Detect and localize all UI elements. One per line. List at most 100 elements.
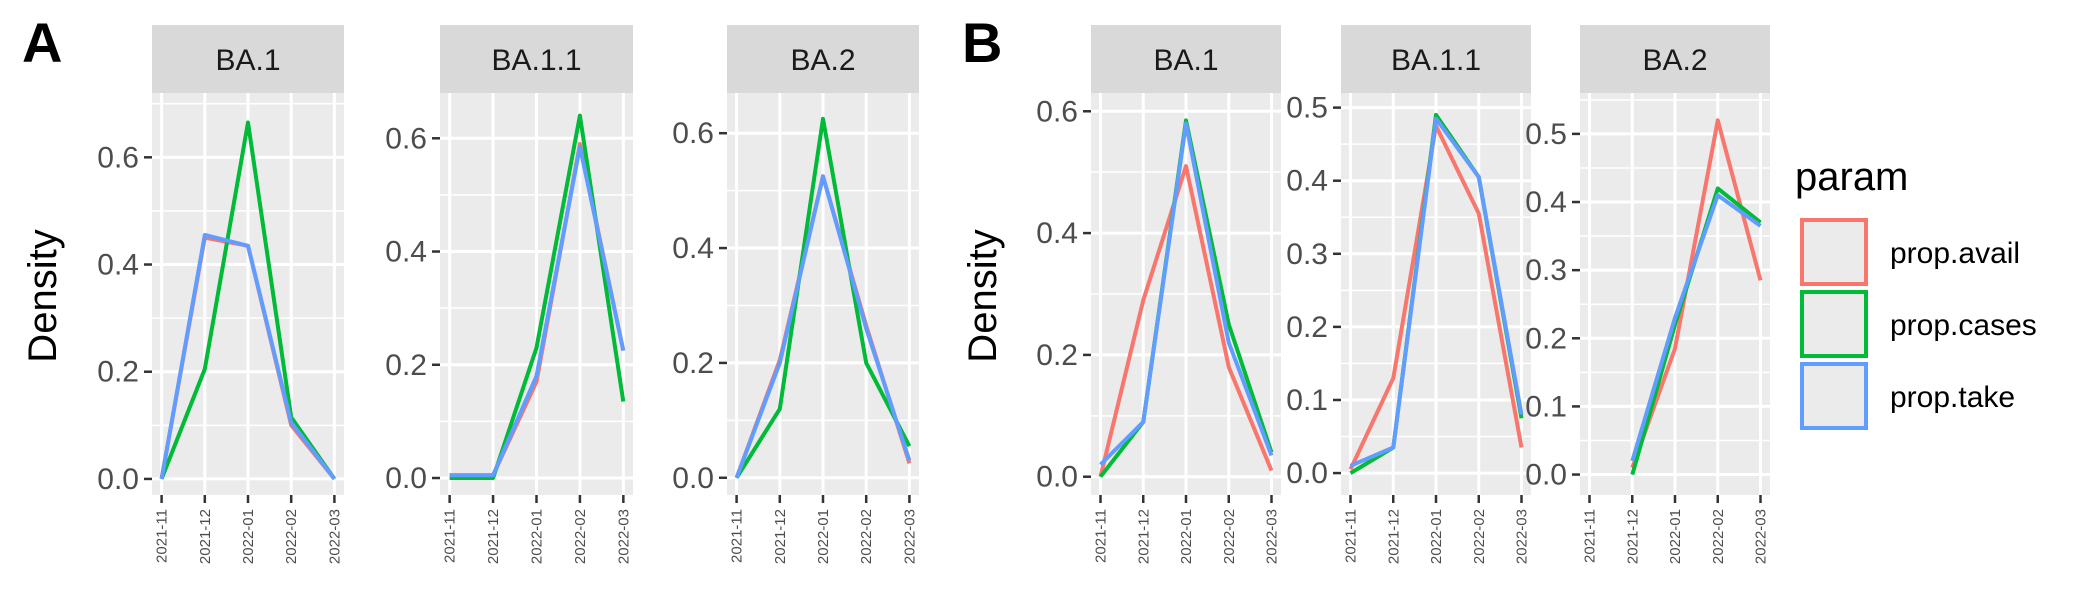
y-tick-label: 0.3: [1286, 238, 1328, 271]
y-tick-label: 0.0: [1286, 457, 1328, 490]
panel-tag-a: A: [22, 11, 62, 74]
x-tick-label: 2022-01: [1428, 509, 1445, 564]
legend-key-bg: [1800, 218, 1868, 286]
x-tick-label: 2022-02: [1710, 509, 1727, 564]
series-line-prop-avail: [1098, 164, 1274, 478]
facet-panel-a-BA-1-1: BA.1.1 0.0 0.2 0.4 0.6 2021-11 2021-12 2022-01 2…: [385, 25, 633, 564]
y-tick-label: 0.0: [672, 462, 714, 495]
legend-item-prop-avail: prop.avail: [1800, 218, 2020, 286]
y-tick-label: 0.4: [1036, 217, 1078, 250]
x-tick-label: 2022-03: [1753, 509, 1770, 564]
facet-strip-label: BA.1: [1153, 44, 1218, 77]
legend-title: param: [1795, 155, 1908, 199]
series-line-prop-cases: [734, 116, 912, 479]
x-tick-label: 2021-11: [154, 509, 171, 563]
x-tick-label: 2022-03: [615, 509, 632, 564]
y-tick-label: 0.0: [385, 462, 427, 495]
x-tick-label: 2022-02: [283, 509, 300, 564]
legend-key-bg: [1800, 290, 1868, 358]
series-line-prop-take: [159, 233, 336, 481]
x-tick-label: 2022-03: [901, 509, 918, 564]
legend-key-swatch: [1800, 218, 1868, 286]
legend-key-bg: [1800, 362, 1868, 430]
x-tick-label: 2022-02: [1471, 509, 1488, 564]
y-tick-label: 0.4: [672, 232, 714, 265]
x-tick-label: 2021-11: [1343, 509, 1360, 563]
facet-panel-a-BA-1: BA.1 0.0 0.2 0.4 0.6 2021-11 2021-12 2022-01 202…: [97, 25, 344, 564]
facet-panel-b-BA-1-1: BA.1.1 0.0 0.1 0.2 0.3 0.4 0.5 2021-11 2021-12 20…: [1286, 25, 1531, 564]
legend-item-prop-take: prop.take: [1800, 362, 2015, 430]
x-tick-label: 2021-12: [1135, 509, 1152, 564]
y-tick-label: 0.3: [1525, 254, 1567, 287]
x-tick-label: 2022-01: [1178, 509, 1195, 564]
y-tick-label: 0.6: [1036, 95, 1078, 128]
y-tick-label: 0.2: [385, 349, 427, 382]
facet-panels: BA.1 0.0 0.2 0.4 0.6 2021-11 2021-12 2022-01 202…: [97, 25, 1770, 564]
y-tick-label: 0.2: [672, 347, 714, 380]
series-line-prop-take: [734, 174, 912, 479]
series-line-prop-take: [1349, 116, 1524, 468]
y-tick-label: 0.5: [1286, 92, 1328, 125]
facet-strip: [1341, 25, 1531, 93]
facet-panel-b-BA-2: BA.2 0.0 0.1 0.2 0.3 0.4 0.5 2021-11 2021-12 2022…: [1525, 25, 1770, 564]
y-axis-title-b: Density: [961, 229, 1005, 362]
x-tick-label: 2022-02: [1221, 509, 1238, 564]
legend-key-swatch: [1800, 362, 1868, 430]
x-tick-label: 2022-03: [1264, 509, 1281, 564]
x-tick-label: 2022-01: [1667, 509, 1684, 564]
x-tick-label: 2021-12: [197, 509, 214, 564]
facet-strip-label: BA.1: [215, 44, 280, 77]
y-tick-label: 0.1: [1286, 384, 1328, 417]
panel-tag-b: B: [962, 11, 1002, 74]
facet-strip-label: BA.2: [1642, 44, 1707, 77]
series-line-prop-take: [1630, 193, 1762, 462]
x-tick-label: 2021-11: [1582, 509, 1599, 563]
y-tick-label: 0.2: [1286, 311, 1328, 344]
legend-label: prop.cases: [1890, 309, 2037, 342]
x-tick-label: 2021-12: [772, 509, 789, 564]
series-line-prop-take: [449, 144, 626, 478]
x-tick-label: 2022-03: [326, 509, 343, 564]
legend: param prop.avail prop.cases prop.take: [1795, 155, 2037, 430]
y-tick-label: 0.4: [385, 236, 427, 269]
y-tick-label: 0.4: [1286, 165, 1328, 198]
series-line-prop-cases: [1098, 118, 1274, 478]
series-line-prop-avail: [1630, 118, 1763, 469]
legend-key-swatch: [1800, 290, 1868, 358]
facet-strip-label: BA.1.1: [491, 44, 581, 77]
y-tick-label: 0.4: [1525, 186, 1567, 219]
y-tick-label: 0.1: [1525, 390, 1567, 423]
y-tick-label: 0.2: [1525, 322, 1567, 355]
facet-strip: [1580, 25, 1770, 93]
legend-item-prop-cases: prop.cases: [1800, 290, 2037, 358]
x-tick-label: 2021-11: [442, 509, 459, 563]
facet-strip: [1091, 25, 1281, 93]
y-tick-label: 0.0: [97, 463, 139, 496]
y-tick-label: 0.0: [1525, 459, 1567, 492]
y-tick-label: 0.6: [385, 122, 427, 155]
x-tick-label: 2022-02: [572, 509, 589, 564]
y-axis-title-a: Density: [21, 229, 65, 362]
x-tick-label: 2021-12: [485, 509, 502, 564]
facet-panel-a-BA-2: BA.2 0.0 0.2 0.4 0.6 2021-11 2021-12 2022-01 202…: [672, 25, 919, 564]
legend-label: prop.take: [1890, 381, 2015, 414]
facet-panel-b-BA-1: BA.1 0.0 0.2 0.4 0.6 2021-11 2021-12 2022-01 202…: [1036, 25, 1281, 564]
facet-strip-label: BA.1.1: [1391, 44, 1481, 77]
x-tick-label: 2021-12: [1385, 509, 1402, 564]
series-line-prop-take: [1099, 121, 1274, 466]
facet-strip: [727, 25, 919, 93]
x-tick-label: 2021-12: [1624, 509, 1641, 564]
y-tick-label: 0.6: [97, 141, 139, 174]
y-tick-label: 0.2: [1036, 339, 1078, 372]
facet-strip-label: BA.2: [790, 44, 855, 77]
x-tick-label: 2022-01: [240, 509, 257, 564]
y-tick-label: 0.5: [1525, 118, 1567, 151]
y-tick-label: 0.0: [1036, 461, 1078, 494]
x-tick-label: 2022-03: [1514, 509, 1531, 564]
x-tick-label: 2022-01: [529, 509, 546, 564]
facet-strip: [152, 25, 344, 93]
x-tick-label: 2022-01: [815, 509, 832, 564]
x-tick-label: 2021-11: [1093, 509, 1110, 563]
facet-strip: [440, 25, 633, 93]
